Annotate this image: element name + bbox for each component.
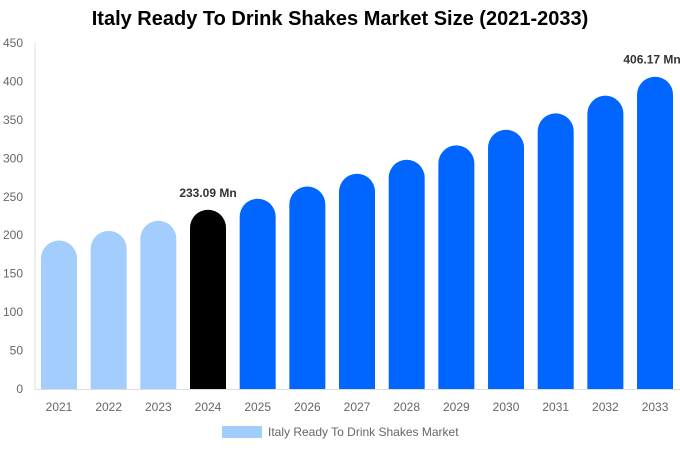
bar-2023: [140, 220, 177, 389]
bar-2032: [587, 95, 624, 390]
x-tick-label: 2027: [344, 400, 371, 414]
x-tick-label: 2031: [542, 400, 569, 414]
x-tick-label: 2026: [294, 400, 321, 414]
bar-2029: [438, 145, 475, 389]
x-tick-label: 2033: [642, 400, 669, 414]
legend-label: Italy Ready To Drink Shakes Market: [268, 425, 459, 439]
bar-2033: [637, 76, 674, 389]
bar-2021: [41, 240, 77, 389]
bar-2030: [488, 129, 525, 389]
x-tick-label: 2032: [592, 400, 619, 414]
y-tick-label: 250: [3, 190, 23, 204]
x-tick-label: 2021: [46, 400, 73, 414]
x-tick-label: 2029: [443, 400, 470, 414]
chart-title: Italy Ready To Drink Shakes Market Size …: [91, 8, 589, 30]
bar-2024: [190, 209, 227, 389]
data-label: 233.09 Mn: [179, 186, 236, 200]
y-tick-label: 200: [3, 228, 23, 242]
y-tick-label: 450: [3, 36, 23, 50]
x-tick-label: 2022: [95, 400, 122, 414]
legend: Italy Ready To Drink Shakes Market: [222, 425, 459, 439]
y-tick-label: 150: [3, 267, 23, 281]
x-tick-label: 2028: [393, 400, 420, 414]
y-tick-label: 100: [3, 305, 23, 319]
bar-2028: [388, 159, 425, 389]
bar-2022: [90, 230, 127, 389]
bar-2031: [537, 113, 574, 390]
x-tick-label: 2030: [493, 400, 520, 414]
y-tick-label: 50: [10, 344, 24, 358]
y-tick-label: 0: [16, 382, 23, 396]
bar-2026: [289, 186, 326, 389]
x-tick-label: 2025: [244, 400, 271, 414]
legend-swatch: [222, 426, 262, 438]
x-tick-label: 2024: [195, 400, 222, 414]
x-tick-label: 2023: [145, 400, 172, 414]
data-label: 406.17 Mn: [623, 53, 680, 67]
bar-2025: [239, 198, 276, 389]
y-tick-label: 350: [3, 113, 23, 127]
bar-2027: [339, 173, 376, 389]
y-tick-label: 400: [3, 74, 23, 88]
y-tick-label: 300: [3, 151, 23, 165]
